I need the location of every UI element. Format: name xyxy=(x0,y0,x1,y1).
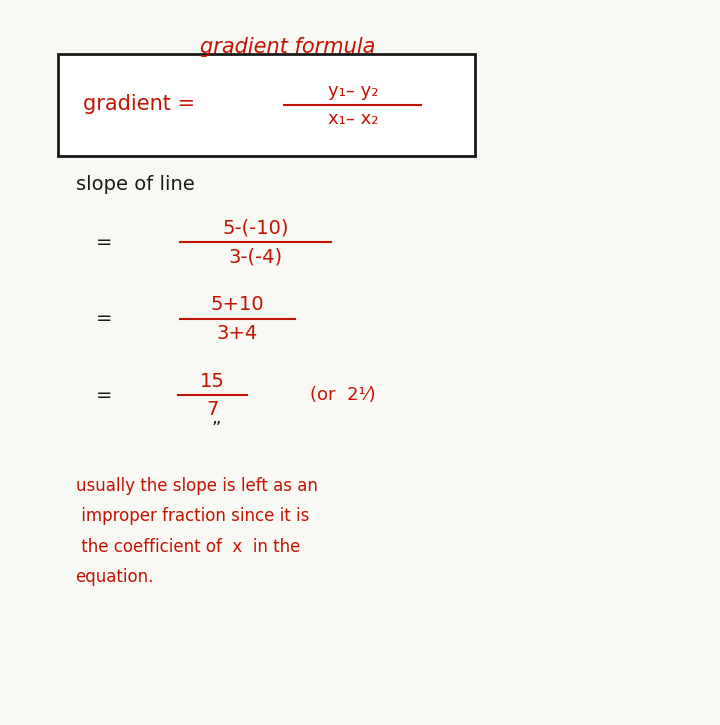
Text: gradient formula: gradient formula xyxy=(200,37,376,57)
Text: slope of line: slope of line xyxy=(76,175,194,194)
Text: (or  2⅟): (or 2⅟) xyxy=(310,386,375,404)
Text: 7: 7 xyxy=(206,400,219,419)
Text: 15: 15 xyxy=(200,372,225,391)
Text: y₁– y₂: y₁– y₂ xyxy=(328,83,378,100)
Text: =: = xyxy=(96,233,112,252)
Text: 5+10: 5+10 xyxy=(211,295,264,314)
Text: the coefficient of  x  in the: the coefficient of x in the xyxy=(76,538,300,555)
Text: =: = xyxy=(96,310,112,328)
Text: 5-(-10): 5-(-10) xyxy=(222,219,289,238)
Text: improper fraction since it is: improper fraction since it is xyxy=(76,507,309,525)
FancyBboxPatch shape xyxy=(58,54,475,156)
Text: 3-(-4): 3-(-4) xyxy=(228,247,283,266)
Text: usually the slope is left as an: usually the slope is left as an xyxy=(76,477,318,494)
Text: ”: ” xyxy=(211,420,221,438)
Text: equation.: equation. xyxy=(76,568,154,586)
Text: x₁– x₂: x₁– x₂ xyxy=(328,110,378,128)
Text: 3+4: 3+4 xyxy=(217,324,258,343)
Text: =: = xyxy=(96,386,112,405)
Text: gradient =: gradient = xyxy=(83,94,202,115)
